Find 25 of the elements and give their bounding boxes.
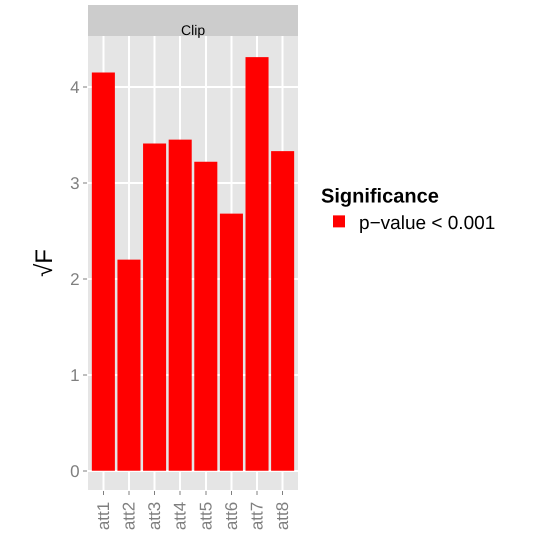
x-tick-label: att4 — [170, 502, 190, 530]
legend-title: Significance — [321, 186, 439, 208]
x-tick-label: att8 — [273, 502, 292, 530]
chart-title: Clip — [181, 22, 206, 38]
bar — [168, 140, 192, 471]
bar — [220, 214, 243, 471]
y-axis-title: √F — [31, 249, 58, 277]
bar — [92, 72, 115, 471]
bar — [143, 144, 166, 471]
x-tick-label: att3 — [145, 502, 164, 530]
y-tick-label: 4 — [70, 78, 80, 97]
bar — [246, 57, 269, 471]
y-tick-label: 2 — [70, 270, 80, 289]
x-tick-label: att1 — [94, 502, 113, 530]
bar — [194, 162, 218, 471]
legend-label: p−value < 0.001 — [359, 212, 496, 234]
y-tick-label: 3 — [70, 174, 80, 193]
bar — [117, 260, 140, 471]
x-tick-label: att6 — [222, 502, 241, 530]
y-tick-label: 0 — [70, 462, 80, 481]
x-tick-label: att5 — [196, 502, 216, 530]
x-tick-label: att2 — [120, 502, 139, 530]
bar — [271, 151, 294, 471]
x-tick-label: att7 — [248, 502, 267, 530]
y-tick-label: 1 — [70, 366, 80, 385]
